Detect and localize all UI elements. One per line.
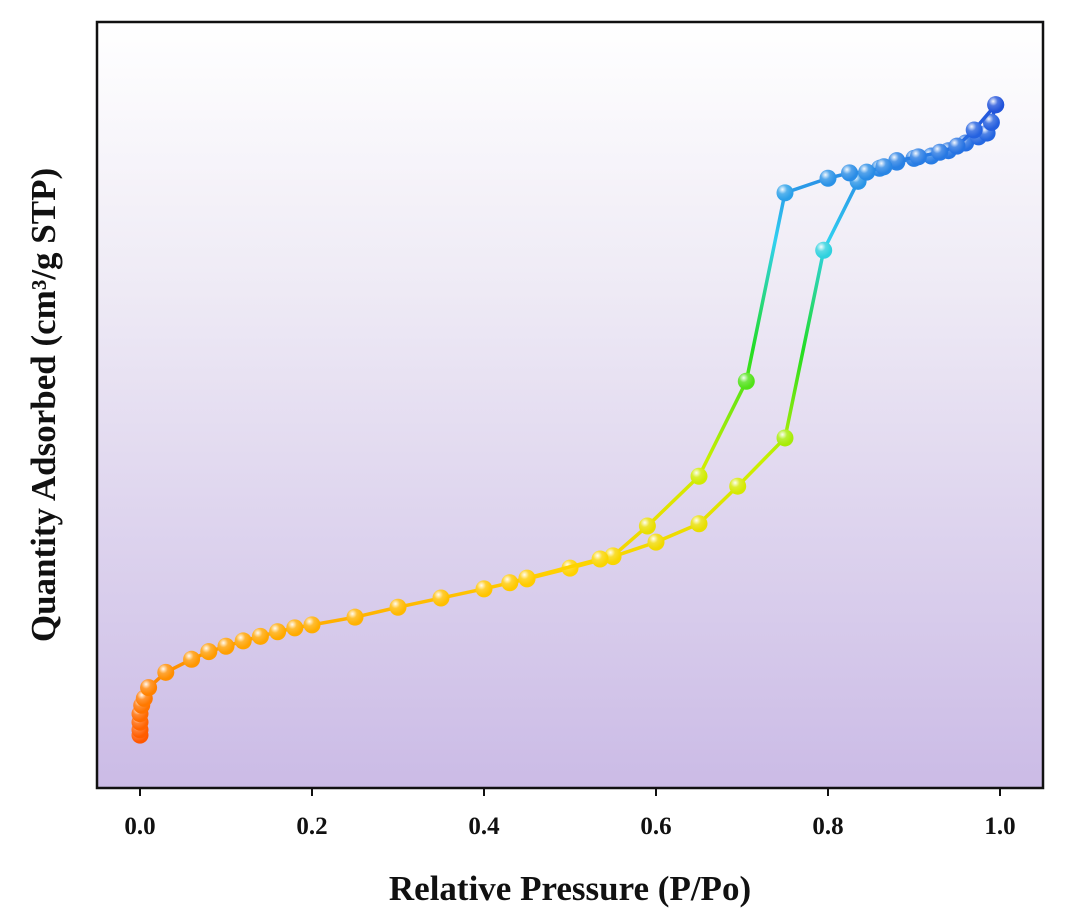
point-highlight [987,96,1005,114]
point-highlight [389,598,407,616]
plot [131,96,1005,744]
point-highlight [647,533,665,551]
point-highlight [690,467,708,485]
x-tick-label: 0.0 [124,813,155,840]
point-highlight [690,515,708,533]
point-highlight [140,679,158,697]
point-highlight [183,650,201,668]
plot-background [97,22,1043,788]
point-highlight [303,616,321,634]
point-highlight [888,152,906,170]
point-highlight [875,158,893,176]
point-highlight [251,627,269,645]
plot-frame [95,20,1045,790]
point-highlight [737,372,755,390]
point-highlight [200,643,218,661]
point-highlight [346,608,364,626]
point-highlight [858,163,876,181]
point-highlight [217,637,235,655]
point-highlight [234,632,252,650]
x-tick-label: 0.4 [468,813,500,840]
point-highlight [518,569,536,587]
x-tick-label: 1.0 [984,813,1015,840]
point-highlight [591,550,609,568]
point-highlight [501,574,519,592]
point-highlight [604,547,622,565]
point-highlight [269,623,287,641]
x-tick-label: 0.2 [296,813,327,840]
point-highlight [819,169,837,187]
x-tick-label: 0.6 [640,813,671,840]
point-highlight [776,184,794,202]
point-highlight [948,137,966,155]
point-highlight [157,663,175,681]
point-highlight [909,148,927,166]
point-highlight [729,477,747,495]
point-highlight [475,580,493,598]
point-highlight [776,429,794,447]
point-highlight [841,164,858,182]
x-axis-title: Relative Pressure (P/Po) [389,869,751,908]
point-highlight [931,143,949,161]
point-highlight [982,113,1000,131]
x-tick-label: 0.8 [812,813,843,840]
point-highlight [815,241,833,259]
point-highlight [432,589,450,607]
y-axis-title: Quantity Adsorbed (cm³/g STP) [24,168,63,642]
point-highlight [638,517,656,535]
point-highlight [965,121,983,139]
point-highlight [286,619,304,637]
